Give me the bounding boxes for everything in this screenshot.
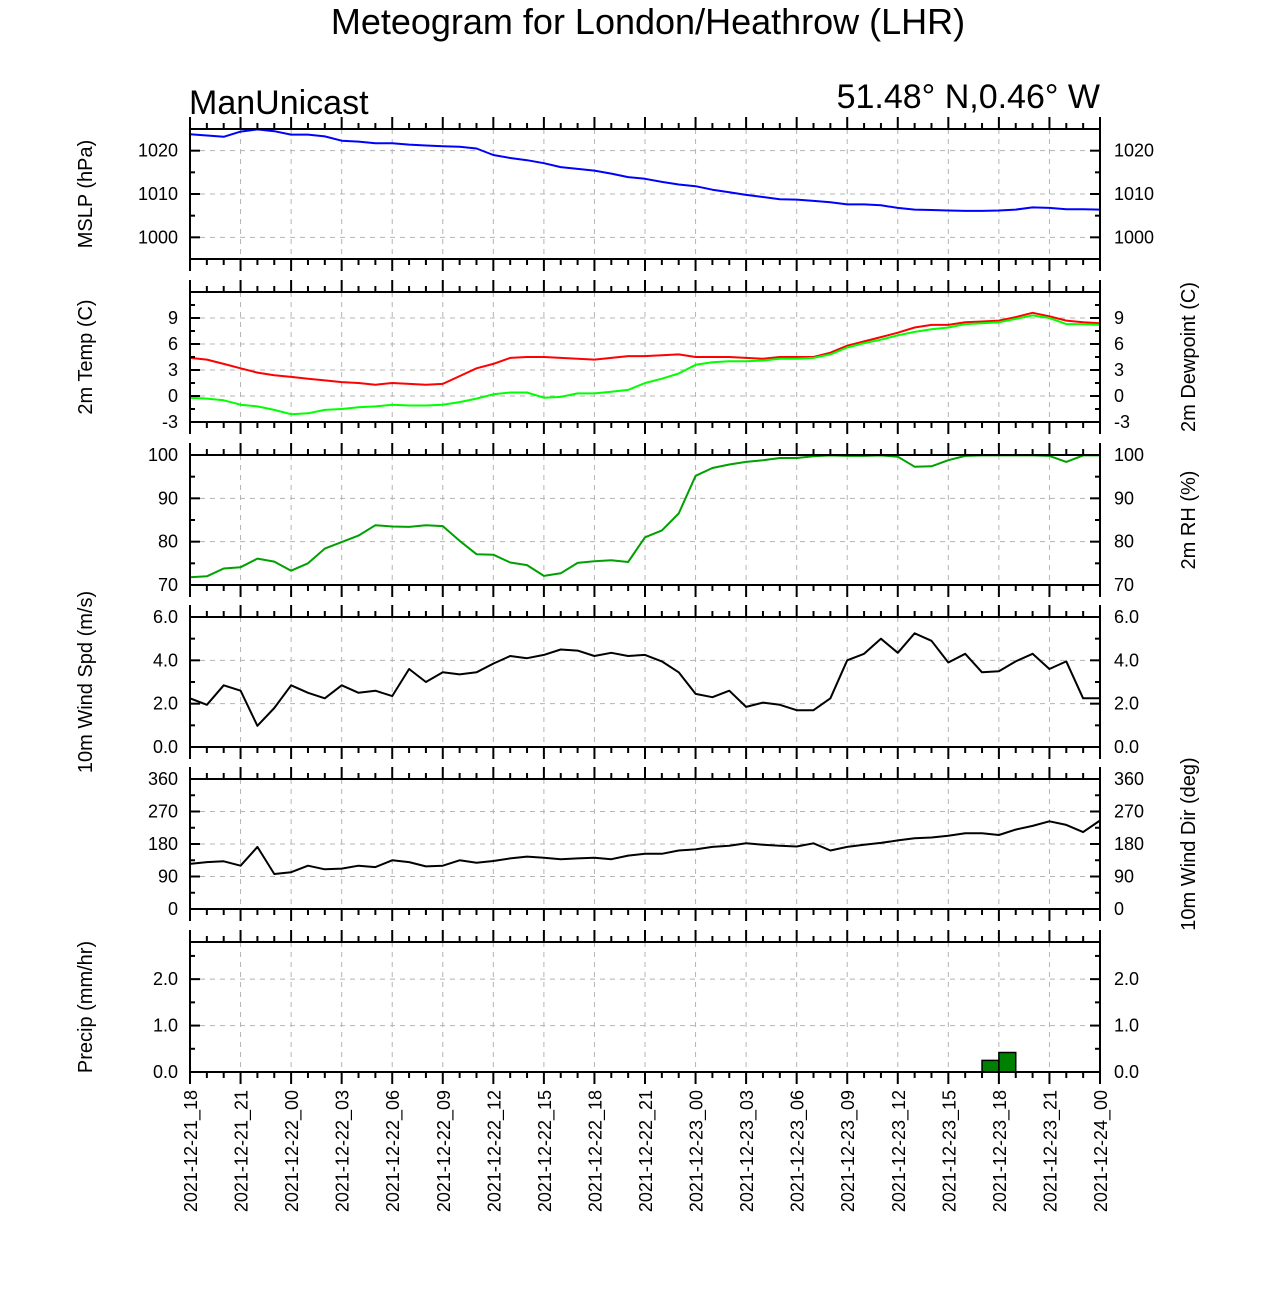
x-tick-label: 2021-12-24_00 xyxy=(1091,1090,1112,1212)
x-tick-label: 2021-12-23_06 xyxy=(788,1090,809,1212)
y-tick-label-left: 3 xyxy=(168,360,178,380)
x-tick-label: 2021-12-22_15 xyxy=(535,1090,556,1212)
ylabel-left: Precip (mm/hr) xyxy=(75,941,97,1073)
y-tick-label-left: 2.0 xyxy=(153,969,178,989)
chart-title: Meteogram for London/Heathrow (LHR) xyxy=(331,1,965,42)
ylabel-right: 10m Wind Dir (deg) xyxy=(1178,757,1200,930)
x-tick-label: 2021-12-22_06 xyxy=(383,1090,404,1212)
y-tick-label-left: 0.0 xyxy=(153,737,178,757)
x-tick-label: 2021-12-23_21 xyxy=(1040,1090,1061,1212)
y-tick-label-left: 6 xyxy=(168,334,178,354)
y-tick-label-right: 3 xyxy=(1114,360,1124,380)
x-tick-label: 2021-12-23_09 xyxy=(838,1090,859,1212)
x-tick-label: 2021-12-22_21 xyxy=(636,1090,657,1212)
y-tick-label-left: 180 xyxy=(148,834,178,854)
y-tick-label-left: 0.0 xyxy=(153,1062,178,1082)
y-tick-label-right: 90 xyxy=(1114,867,1134,887)
y-tick-label-right: 270 xyxy=(1114,802,1144,822)
y-tick-label-right: 0 xyxy=(1114,386,1124,406)
y-tick-label-right: 180 xyxy=(1114,834,1144,854)
y-tick-label-right: 1010 xyxy=(1114,184,1154,204)
wspd-series-line-0 xyxy=(189,632,1100,727)
y-tick-label-right: 360 xyxy=(1114,769,1144,789)
model-name: ManUnicast xyxy=(189,84,369,122)
ylabel-right: 2m RH (%) xyxy=(1178,471,1200,570)
y-tick-label-right: 1020 xyxy=(1114,141,1154,161)
x-tick-label: 2021-12-22_12 xyxy=(484,1090,505,1212)
y-tick-label-left: 1.0 xyxy=(153,1016,178,1036)
x-tick-label: 2021-12-22_03 xyxy=(333,1090,354,1212)
y-tick-label-right: 4.0 xyxy=(1114,650,1139,670)
y-tick-label-left: 70 xyxy=(158,575,178,595)
y-tick-label-left: 2.0 xyxy=(153,694,178,714)
x-tick-label: 2021-12-22_00 xyxy=(282,1090,303,1212)
y-tick-label-left: 9 xyxy=(168,308,178,328)
x-tick-label: 2021-12-21_18 xyxy=(181,1090,202,1212)
y-tick-label-left: 1010 xyxy=(138,184,178,204)
y-tick-label-left: 90 xyxy=(158,867,178,887)
precip-bar xyxy=(998,1051,1017,1073)
y-tick-label-left: 0 xyxy=(168,386,178,406)
y-tick-label-right: 6 xyxy=(1114,334,1124,354)
y-tick-label-right: 2.0 xyxy=(1114,694,1139,714)
temp-series-line-0 xyxy=(189,311,1101,386)
rh-series-line-0 xyxy=(189,454,1100,579)
ylabel-left: 2m Temp (C) xyxy=(75,299,97,414)
y-tick-label-right: 6.0 xyxy=(1114,607,1139,627)
y-tick-label-left: -3 xyxy=(162,412,178,432)
x-tick-label: 2021-12-22_18 xyxy=(585,1090,606,1212)
y-tick-label-right: 80 xyxy=(1114,532,1134,552)
y-tick-label-right: 2.0 xyxy=(1114,969,1139,989)
ylabel-left: MSLP (hPa) xyxy=(75,140,97,249)
y-tick-label-left: 360 xyxy=(148,769,178,789)
y-tick-label-right: 0 xyxy=(1114,899,1124,919)
ylabel-right: 2m Dewpoint (C) xyxy=(1178,282,1200,432)
temp-series-line-1 xyxy=(189,314,1101,416)
panel-rh: 70 70 80 80 90 90 100 100 2m RH (%) xyxy=(148,443,1200,597)
precip-bar xyxy=(981,1059,1000,1073)
x-tick-label: 2021-12-23_15 xyxy=(939,1090,960,1212)
x-tick-label: 2021-12-23_18 xyxy=(990,1090,1011,1212)
y-tick-label-left: 1000 xyxy=(138,227,178,247)
y-tick-label-left: 4.0 xyxy=(153,650,178,670)
y-tick-label-left: 270 xyxy=(148,802,178,822)
location-coordinates: 51.48° N,0.46° W xyxy=(837,78,1100,116)
x-tick-label: 2021-12-23_00 xyxy=(687,1090,708,1212)
y-tick-label-right: 0.0 xyxy=(1114,1062,1139,1082)
y-tick-label-right: 9 xyxy=(1114,308,1124,328)
x-tick-label: 2021-12-23_03 xyxy=(737,1090,758,1212)
y-tick-label-right: 70 xyxy=(1114,575,1134,595)
panel-wspd: 0.0 0.0 2.0 2.0 4.0 4.0 6.0 6.0 10m Wind Spd (m/… xyxy=(75,591,1139,773)
panel-wdir: 0 0 90 90 180 180 270 270 360 360 10m Wind Dir (de… xyxy=(148,757,1200,930)
x-tick-label: 2021-12-21_21 xyxy=(232,1090,253,1212)
y-tick-label-left: 80 xyxy=(158,532,178,552)
y-tick-label-left: 6.0 xyxy=(153,607,178,627)
panel-precip: 0.0 0.0 1.0 1.0 2.0 2.0 Precip (mm/hr) xyxy=(75,930,1139,1084)
x-tick-label: 2021-12-22_09 xyxy=(434,1090,455,1212)
y-tick-label-left: 90 xyxy=(158,488,178,508)
mslp-series-line-0 xyxy=(189,128,1101,212)
y-tick-label-right: 1000 xyxy=(1114,227,1154,247)
panel-temp: -3 -3 0 0 3 3 6 6 9 9 2m Temp (C) 2m Dewpoint (C) xyxy=(75,280,1200,434)
panel-mslp: 1000 1000 1010 1010 1020 1020 MSLP (hPa) xyxy=(75,117,1154,271)
y-tick-label-right: 1.0 xyxy=(1114,1016,1139,1036)
ylabel-left: 10m Wind Spd (m/s) xyxy=(75,591,97,773)
y-tick-label-right: 0.0 xyxy=(1114,737,1139,757)
y-tick-label-right: -3 xyxy=(1114,412,1130,432)
y-tick-label-left: 0 xyxy=(168,899,178,919)
y-tick-label-right: 90 xyxy=(1114,488,1134,508)
x-tick-label: 2021-12-23_12 xyxy=(889,1090,910,1212)
y-tick-label-left: 100 xyxy=(148,445,178,465)
y-tick-label-right: 100 xyxy=(1114,445,1144,465)
wdir-series-line-0 xyxy=(189,819,1101,875)
y-tick-label-left: 1020 xyxy=(138,141,178,161)
